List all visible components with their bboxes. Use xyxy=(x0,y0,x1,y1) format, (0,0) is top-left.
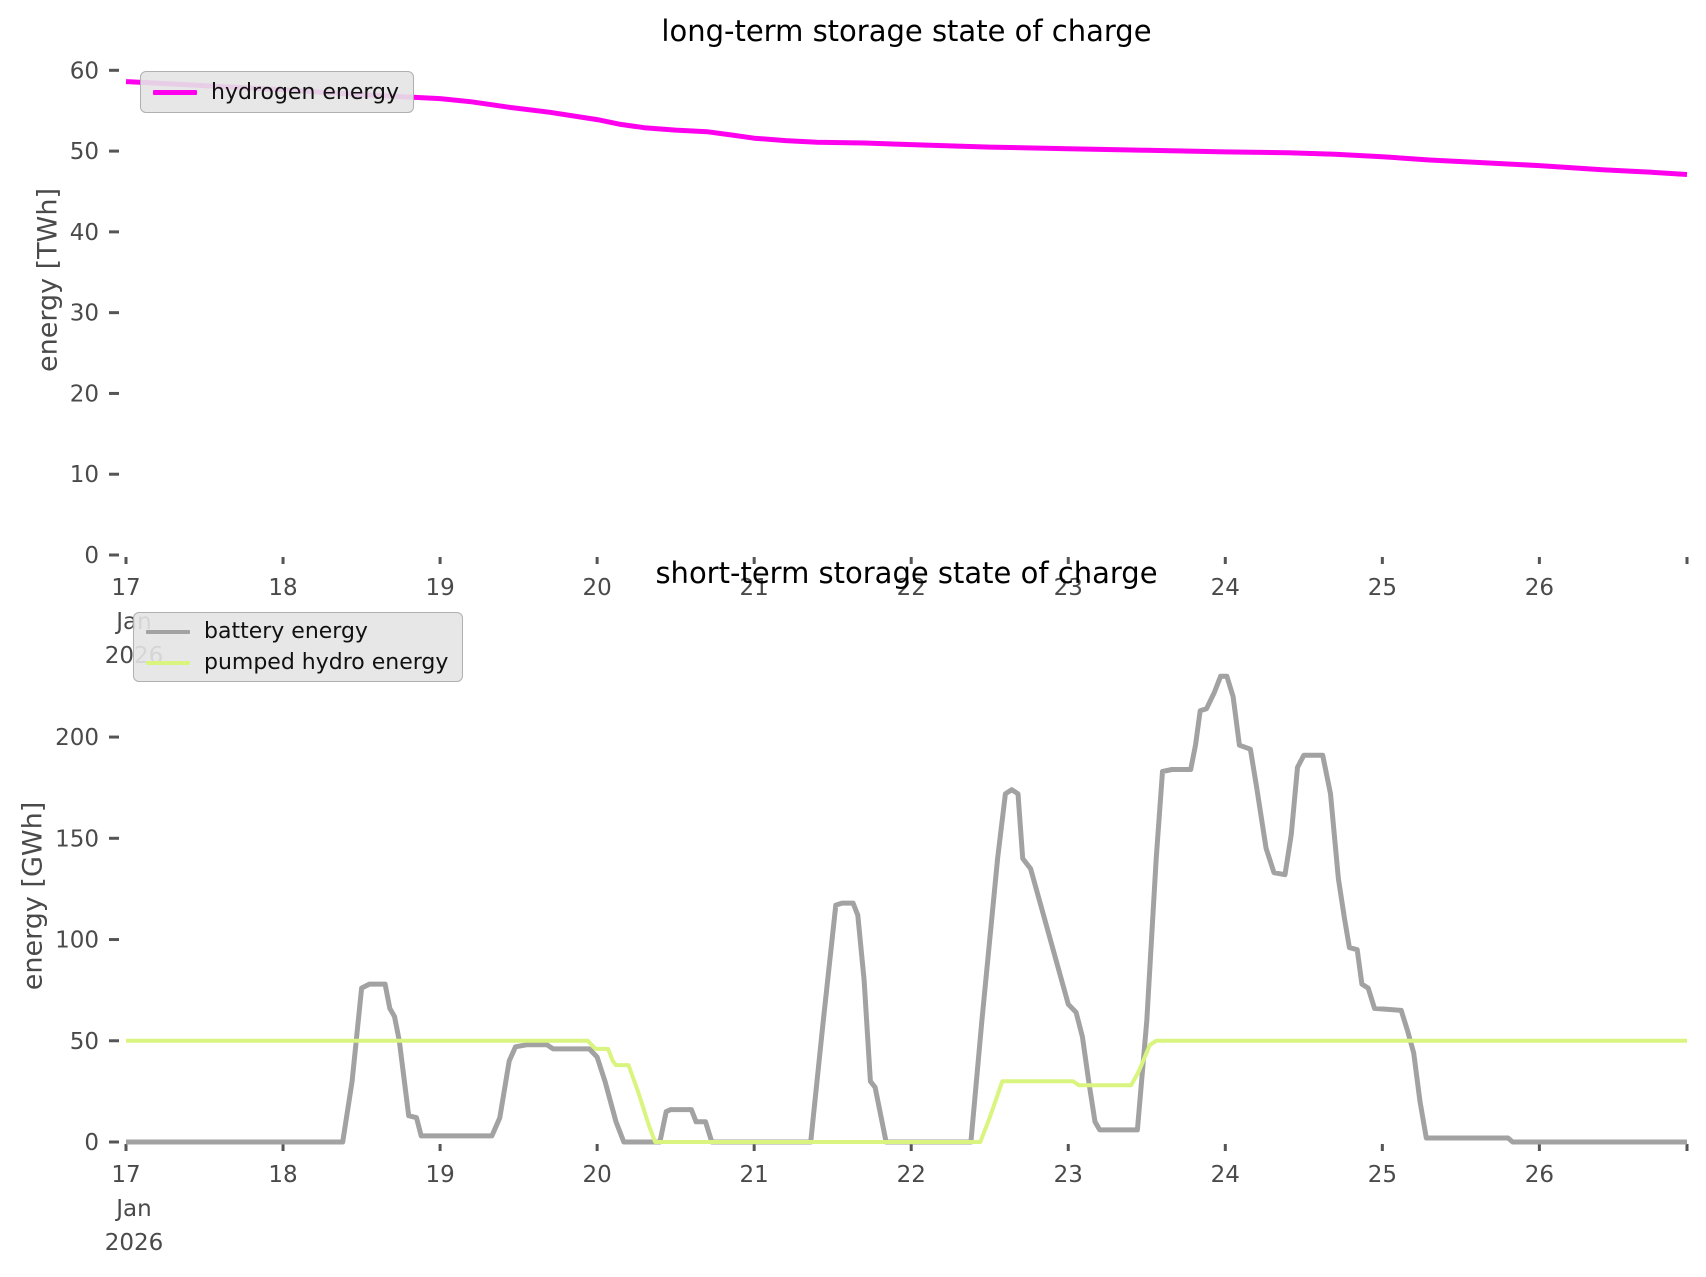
x-tick-label: 25 xyxy=(1368,575,1397,601)
legend-label: hydrogen energy xyxy=(211,79,400,105)
y-tick-label: 100 xyxy=(55,928,99,954)
long-term-y-axis-label: energy [TWh] xyxy=(32,187,64,373)
x-tick-label: 26 xyxy=(1525,575,1554,601)
legend-label: battery energy xyxy=(204,619,368,644)
x-tick-label: 17 xyxy=(111,575,140,601)
x-tick-label: 26 xyxy=(1525,1162,1554,1188)
x-tick-label: 23 xyxy=(1054,575,1083,601)
short-term-chart-title: short-term storage state of charge xyxy=(655,556,1158,590)
y-tick-label: 0 xyxy=(84,1130,99,1156)
long-term-chart-legend: hydrogen energy xyxy=(140,71,415,113)
hydrogen-energy-line xyxy=(125,79,1688,177)
y-tick-label: 40 xyxy=(70,220,99,246)
x-tick-label: 24 xyxy=(1211,575,1240,601)
y-tick-label: 30 xyxy=(70,301,99,327)
x-tick-label: 22 xyxy=(897,575,926,601)
y-tick-label: 200 xyxy=(55,725,99,751)
x-tick-label: 20 xyxy=(582,1162,611,1188)
battery-energy-line xyxy=(126,673,1687,1145)
y-tick-label: 20 xyxy=(70,381,99,407)
y-tick-label: 50 xyxy=(70,1029,99,1055)
long-term-chart-plot: 17Jan20261819202122232425260102030405060 xyxy=(70,58,1689,669)
legend-entry: battery energy xyxy=(146,619,448,644)
x-axis-offset-label: 2026 xyxy=(105,1230,164,1256)
x-tick-label: 22 xyxy=(897,1162,926,1188)
x-tick-label: 19 xyxy=(425,1162,454,1188)
x-axis-offset-label: Jan xyxy=(114,1196,151,1222)
y-tick-label: 10 xyxy=(70,462,99,488)
pumped-hydro-energy-line xyxy=(126,1038,1687,1144)
battery-energy-legend-line xyxy=(146,629,190,634)
x-tick-label: 21 xyxy=(740,1162,769,1188)
y-tick-label: 150 xyxy=(55,826,99,852)
long-term-chart-title: long-term storage state of charge xyxy=(661,14,1152,48)
hydrogen-energy-legend-line xyxy=(153,89,197,95)
x-tick-label: 24 xyxy=(1211,1162,1240,1188)
short-term-chart-legend: battery energy pumped hydro energy xyxy=(133,612,464,682)
y-tick-label: 0 xyxy=(84,543,99,569)
x-tick-label: 21 xyxy=(740,575,769,601)
x-tick-label: 25 xyxy=(1368,1162,1397,1188)
legend-entry: hydrogen energy xyxy=(153,80,399,105)
x-tick-label: 18 xyxy=(268,575,297,601)
x-tick-label: 20 xyxy=(582,575,611,601)
legend-entry: pumped hydro energy xyxy=(146,650,448,675)
short-term-chart-plot: 17 Jan 2026 18 19 20 21 22 23 24 25 26 0 50 100 150 200 xyxy=(55,673,1689,1256)
short-term-y-axis-label: energy [GWh] xyxy=(17,801,49,991)
legend-label: pumped hydro energy xyxy=(204,650,449,675)
y-tick-label: 50 xyxy=(70,139,99,165)
pumped-hydro-energy-legend-line xyxy=(146,660,190,665)
x-tick-label: 17 xyxy=(111,1162,140,1188)
x-tick-label: 19 xyxy=(425,575,454,601)
x-tick-label: 23 xyxy=(1054,1162,1083,1188)
y-tick-label: 60 xyxy=(70,58,99,84)
x-tick-label: 18 xyxy=(268,1162,297,1188)
